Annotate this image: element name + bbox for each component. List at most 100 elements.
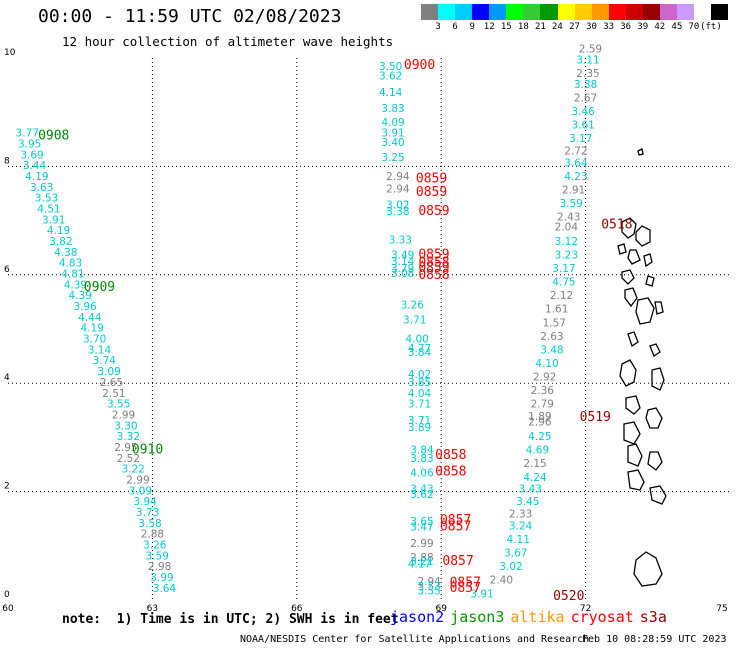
color-scale-label: (ft) bbox=[700, 22, 722, 32]
swh-value-label: 3.49 bbox=[391, 250, 414, 262]
swh-value-label: 3.25 bbox=[381, 152, 404, 164]
swh-value-label: 3.67 bbox=[504, 548, 527, 560]
swh-value-label: 4.77 bbox=[408, 343, 431, 355]
color-scale-label: 42 bbox=[654, 22, 666, 32]
pass-time-label: 0857 bbox=[442, 554, 473, 569]
island-outline bbox=[621, 217, 637, 239]
swh-value-label: 4.11 bbox=[507, 534, 530, 546]
color-swatch bbox=[676, 4, 694, 20]
swh-value-label: 2.88 bbox=[141, 529, 164, 541]
color-scale-label: 70 bbox=[688, 22, 700, 32]
swh-value-label: 3.94 bbox=[133, 496, 157, 508]
island-outline bbox=[649, 485, 667, 505]
swh-value-label: 3.12 bbox=[555, 236, 578, 248]
swh-value-label: 2.40 bbox=[490, 575, 513, 587]
swh-value-label: 3.64 bbox=[153, 583, 177, 595]
swh-value-label: 3.79 bbox=[391, 263, 414, 275]
pass-time-label: 0859 bbox=[418, 261, 449, 276]
swh-value-label: 3.32 bbox=[117, 431, 140, 443]
pass-time-labels: 0908090909100900085908590859085908580859… bbox=[38, 58, 632, 604]
swh-value-label: 3.59 bbox=[146, 550, 169, 562]
pass-time-label: 0857 bbox=[450, 581, 481, 596]
swh-value-label: 3.26 bbox=[401, 299, 425, 311]
color-swatch bbox=[574, 4, 592, 20]
swh-value-label: 3.30 bbox=[114, 420, 137, 432]
swh-value-label: 3.85 bbox=[408, 377, 431, 389]
island-outline bbox=[621, 269, 635, 285]
color-swatch bbox=[557, 4, 575, 20]
island-outline bbox=[627, 469, 645, 491]
swh-value-label: 2.51 bbox=[102, 388, 125, 400]
swh-value-label: 3.64 bbox=[564, 157, 588, 169]
pass-time-label: 0909 bbox=[84, 280, 115, 295]
color-scale-label: 36 bbox=[620, 22, 632, 32]
swh-value-label: 2.88 bbox=[410, 552, 433, 564]
swh-value-label: 3.59 bbox=[559, 198, 582, 210]
color-swatch bbox=[711, 4, 729, 20]
pass-time-label: 0859 bbox=[416, 185, 447, 200]
pass-time-label: 0859 bbox=[418, 248, 449, 263]
swh-value-label: 3.84 bbox=[408, 347, 432, 359]
swh-value-label: 3.09 bbox=[97, 366, 120, 378]
x-tick-label: 66 bbox=[291, 604, 303, 614]
swh-value-label: 3.43 bbox=[410, 484, 433, 496]
swh-value-label: 3.89 bbox=[408, 422, 431, 434]
island-outline bbox=[654, 301, 664, 315]
swh-value-label: 4.69 bbox=[526, 445, 549, 457]
pass-time-label: 0858 bbox=[418, 268, 449, 283]
x-tick-label: 69 bbox=[435, 604, 447, 614]
swh-value-label: 3.83 bbox=[381, 103, 404, 115]
swh-value-label: 3.38 bbox=[386, 206, 409, 218]
pass-time-label: 0910 bbox=[132, 443, 163, 458]
pass-time-label: 0859 bbox=[416, 172, 447, 187]
color-swatch bbox=[455, 4, 473, 20]
swh-value-label: 4.24 bbox=[523, 472, 547, 484]
swh-value-label: 3.46 bbox=[571, 106, 595, 118]
pass-time-label: 0520 bbox=[553, 589, 584, 604]
swh-value-label: 4.00 bbox=[405, 334, 428, 346]
swh-value-label: 3.43 bbox=[519, 484, 542, 496]
color-swatch bbox=[523, 4, 541, 20]
swh-value-label: 2.35 bbox=[576, 68, 599, 80]
color-scale-label: 3 bbox=[435, 22, 441, 32]
swh-value-label: 3.74 bbox=[93, 355, 117, 367]
swh-value-label: 3.71 bbox=[403, 315, 426, 327]
island-outline bbox=[647, 451, 663, 471]
color-scale-label: 9 bbox=[469, 22, 475, 32]
swh-value-label: 3.02 bbox=[499, 561, 522, 573]
island-outline bbox=[623, 421, 641, 445]
swh-value-label: 2.79 bbox=[531, 399, 554, 411]
island-outline bbox=[627, 249, 641, 265]
swh-value-label: 3.53 bbox=[417, 581, 440, 593]
swh-value-label: 3.70 bbox=[83, 334, 106, 346]
color-swatch bbox=[642, 4, 660, 20]
island-outline bbox=[645, 407, 663, 429]
swh-value-label: 2.67 bbox=[574, 92, 597, 104]
swh-value-label: 3.23 bbox=[555, 250, 578, 262]
swh-value-label: 2.95 bbox=[114, 442, 137, 454]
color-swatch bbox=[472, 4, 490, 20]
swh-value-label: 2.91 bbox=[562, 185, 585, 197]
color-scale-bar bbox=[421, 4, 729, 20]
swh-value-label: 3.91 bbox=[470, 588, 493, 600]
legend-entry-altika: altika bbox=[510, 608, 565, 626]
swh-value-label: 4.44 bbox=[78, 312, 102, 324]
pass-time-label: 0858 bbox=[435, 464, 466, 479]
legend-entry-cryosat: cryosat bbox=[570, 608, 634, 626]
island-outline bbox=[633, 551, 663, 587]
swh-value-label: 1.61 bbox=[545, 304, 568, 316]
swh-value-label: 4.06 bbox=[410, 467, 434, 479]
y-tick-label: 0 bbox=[4, 590, 10, 600]
island-outline bbox=[651, 367, 665, 391]
color-scale-label: 18 bbox=[517, 22, 529, 32]
swh-value-label: 4.17 bbox=[408, 558, 431, 570]
island-outline bbox=[643, 253, 653, 268]
swh-value-label: 3.71 bbox=[408, 399, 431, 411]
swh-value-label: 3.40 bbox=[381, 137, 404, 149]
swh-value-label: 4.39 bbox=[64, 279, 87, 291]
color-scale-label: 39 bbox=[637, 22, 649, 32]
legend-entry-jason2: jason2 bbox=[390, 608, 445, 626]
swh-value-label: 2.99 bbox=[126, 474, 149, 486]
island-outline bbox=[649, 343, 661, 357]
island-outline bbox=[619, 359, 637, 387]
